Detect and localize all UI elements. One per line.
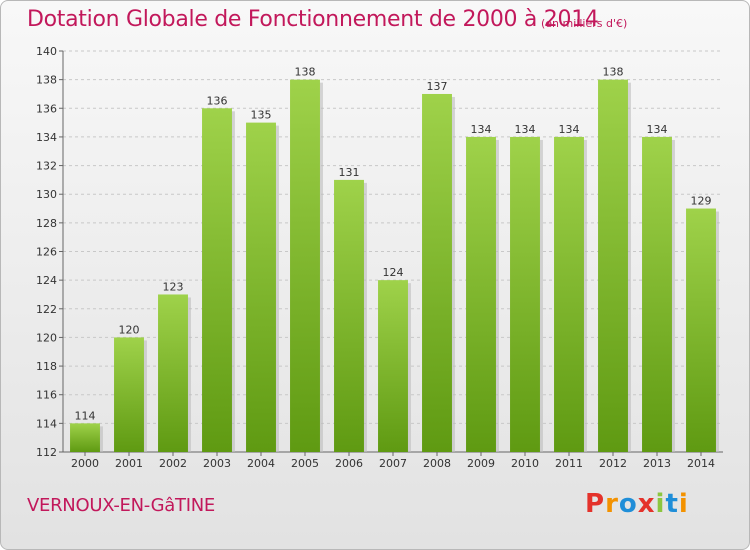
bar-2005 bbox=[290, 79, 320, 453]
x-tick-label-2003: 2003 bbox=[203, 457, 231, 470]
x-tick-label-2012: 2012 bbox=[599, 457, 627, 470]
brand-letter: o bbox=[618, 489, 638, 519]
x-tick-label-2011: 2011 bbox=[555, 457, 583, 470]
x-tick-label-2002: 2002 bbox=[159, 457, 187, 470]
y-tick-label: 112 bbox=[36, 446, 57, 459]
chart-subtitle: (en milliers d'€) bbox=[541, 17, 628, 30]
y-tick-label: 114 bbox=[36, 417, 57, 430]
bar-2010 bbox=[510, 136, 540, 452]
y-tick-label: 130 bbox=[36, 188, 57, 201]
y-tick-label: 140 bbox=[36, 45, 57, 58]
proxiti-logo: Proxiti bbox=[585, 489, 689, 519]
brand-letter: P bbox=[585, 489, 606, 519]
data-label-2013: 134 bbox=[647, 123, 668, 136]
bar-2007 bbox=[378, 280, 408, 452]
bar-2011 bbox=[554, 136, 584, 452]
y-tick-label: 136 bbox=[36, 102, 57, 115]
y-tick-label: 132 bbox=[36, 160, 57, 173]
brand-letter: i bbox=[655, 489, 666, 519]
x-tick-label-2008: 2008 bbox=[423, 457, 451, 470]
y-tick-label: 128 bbox=[36, 217, 57, 230]
brand-letter: t bbox=[665, 489, 679, 519]
y-tick-label: 116 bbox=[36, 389, 57, 402]
x-tick-label-2013: 2013 bbox=[643, 457, 671, 470]
x-tick-label-2007: 2007 bbox=[379, 457, 407, 470]
bar-2003 bbox=[202, 108, 232, 453]
x-tick-label-2005: 2005 bbox=[291, 457, 319, 470]
data-label-2011: 134 bbox=[559, 123, 580, 136]
bar-2006 bbox=[334, 179, 364, 452]
x-tick-label-2010: 2010 bbox=[511, 457, 539, 470]
brand-letter: i bbox=[678, 489, 689, 519]
x-tick-label-2001: 2001 bbox=[115, 457, 143, 470]
data-label-2003: 136 bbox=[207, 94, 228, 107]
data-label-2005: 138 bbox=[295, 66, 316, 79]
y-tick-label: 134 bbox=[36, 131, 57, 144]
data-label-2009: 134 bbox=[471, 123, 492, 136]
x-tick-label-2014: 2014 bbox=[687, 457, 715, 470]
y-tick-label: 118 bbox=[36, 360, 57, 373]
data-label-2001: 120 bbox=[119, 323, 140, 336]
x-tick-label-2000: 2000 bbox=[71, 457, 99, 470]
chart-title: Dotation Globale de Fonctionnement de 20… bbox=[27, 7, 599, 32]
data-label-2012: 138 bbox=[603, 66, 624, 79]
bar-2014 bbox=[686, 208, 716, 452]
location-name: VERNOUX-EN-GâTINE bbox=[27, 495, 215, 516]
data-label-2000: 114 bbox=[75, 409, 96, 422]
bar-2009 bbox=[466, 136, 496, 452]
data-label-2014: 129 bbox=[691, 195, 712, 208]
data-label-2002: 123 bbox=[163, 280, 184, 293]
x-tick-label-2009: 2009 bbox=[467, 457, 495, 470]
x-tick-label-2006: 2006 bbox=[335, 457, 363, 470]
bar-2013 bbox=[642, 136, 672, 452]
bar-2004 bbox=[246, 122, 276, 452]
data-label-2004: 135 bbox=[251, 109, 272, 122]
data-label-2010: 134 bbox=[515, 123, 536, 136]
x-tick-label-2004: 2004 bbox=[247, 457, 275, 470]
bar-2012 bbox=[598, 79, 628, 453]
y-tick-label: 126 bbox=[36, 246, 57, 259]
brand-letter: r bbox=[605, 489, 619, 519]
y-tick-label: 124 bbox=[36, 274, 57, 287]
bar-2002 bbox=[158, 294, 188, 452]
y-tick-label: 120 bbox=[36, 331, 57, 344]
y-tick-label: 122 bbox=[36, 303, 57, 316]
data-label-2007: 124 bbox=[383, 266, 404, 279]
data-label-2006: 131 bbox=[339, 166, 360, 179]
data-label-2008: 137 bbox=[427, 80, 448, 93]
y-tick-label: 138 bbox=[36, 74, 57, 87]
bar-2000 bbox=[70, 423, 100, 452]
bar-2001 bbox=[114, 337, 144, 452]
bars bbox=[70, 79, 719, 453]
bar-2008 bbox=[422, 93, 452, 452]
labels: 112 114 116 118 120 122 124 126 128 130 132 134 136 1… bbox=[36, 45, 715, 470]
brand-letter: x bbox=[637, 489, 656, 519]
